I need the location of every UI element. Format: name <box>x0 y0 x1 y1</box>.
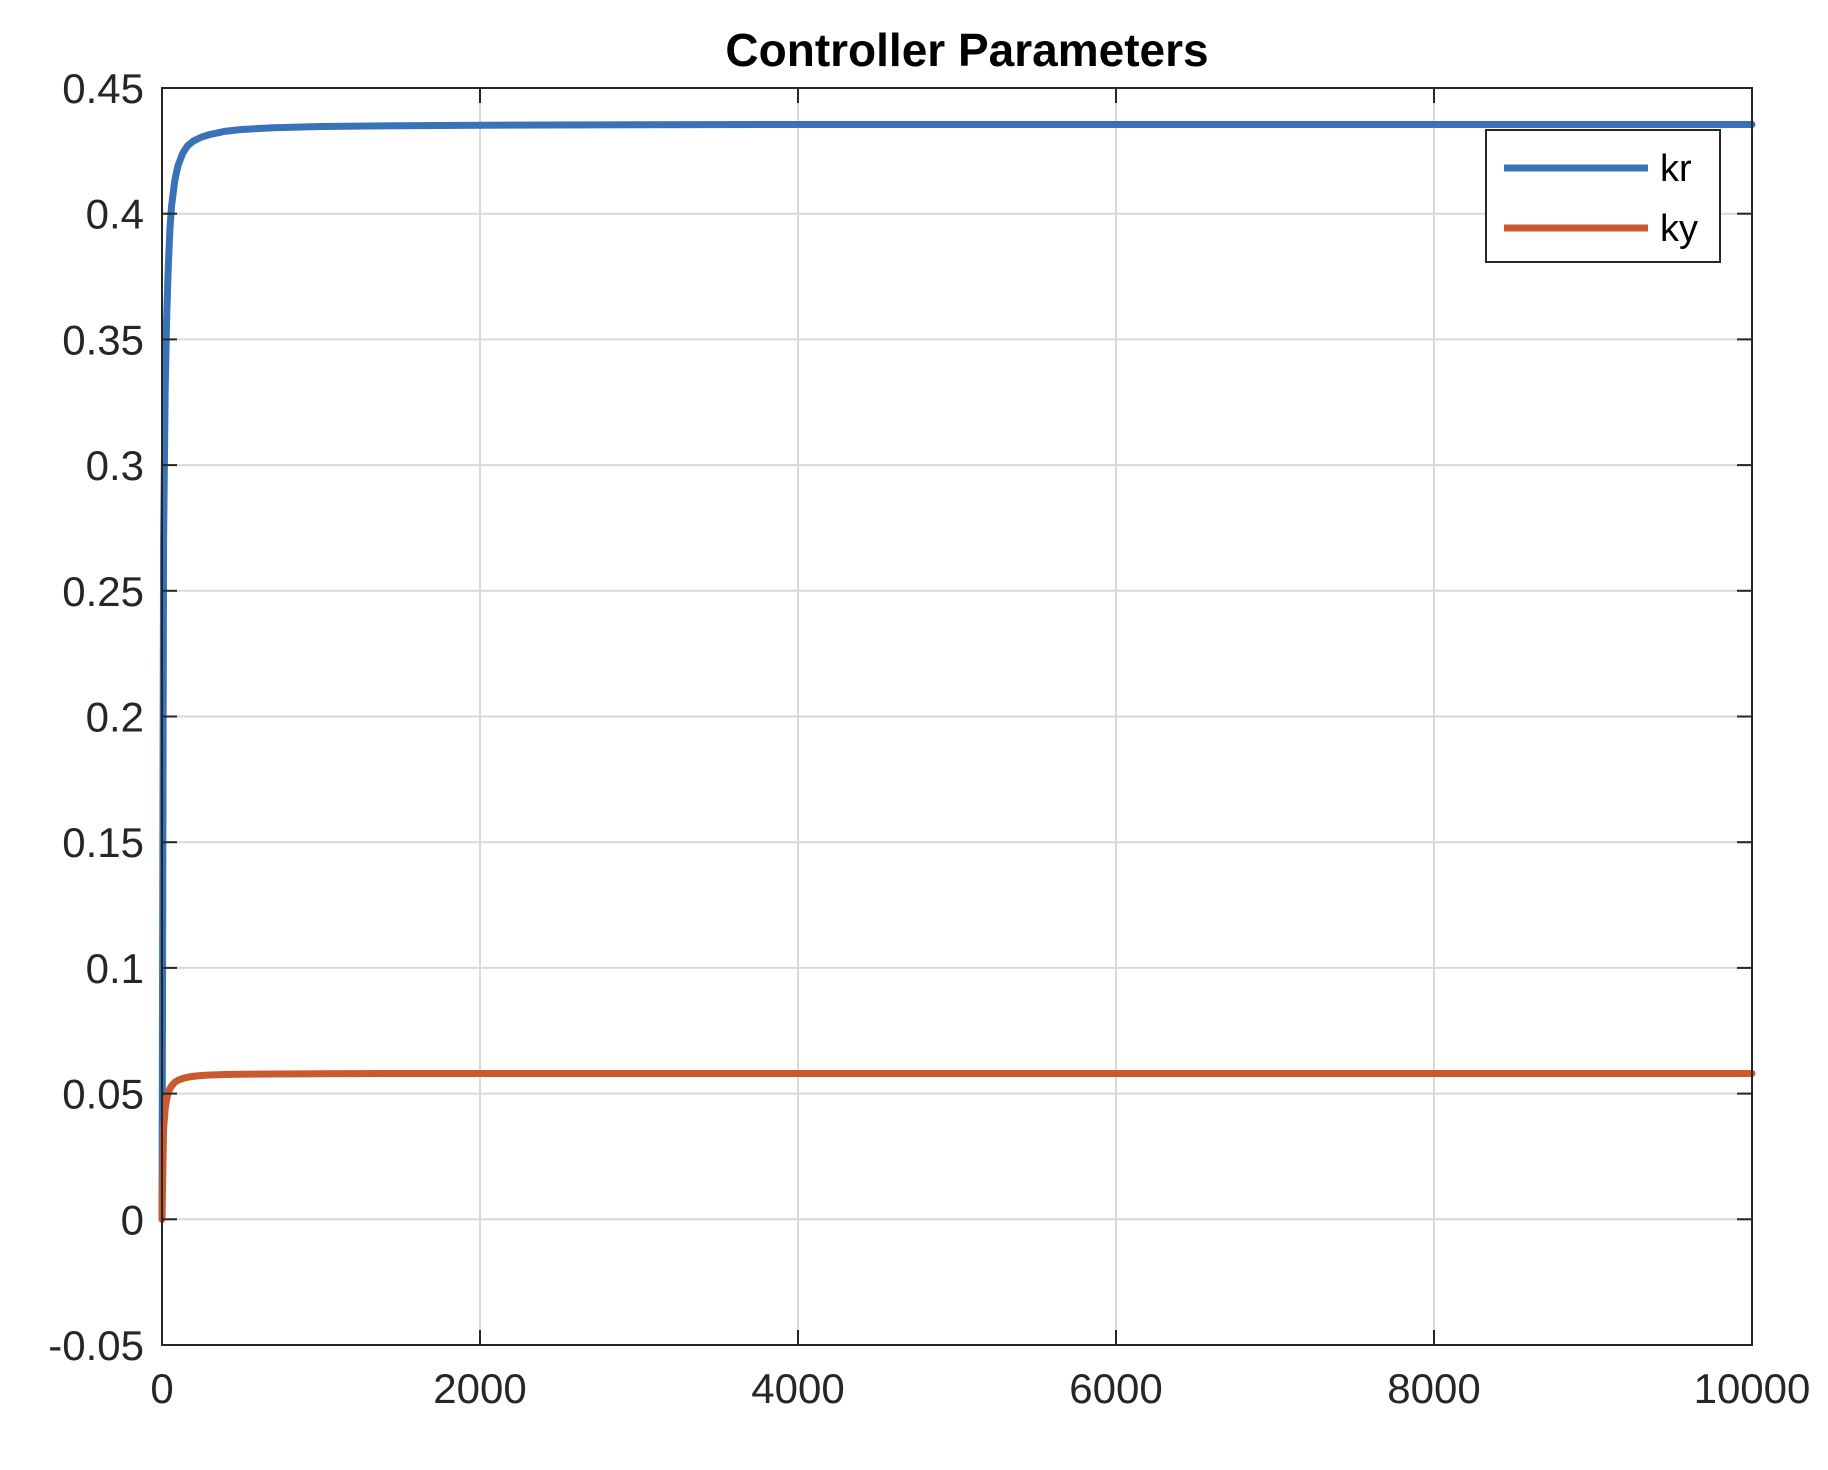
y-tick-label: 0.25 <box>62 568 144 615</box>
legend: kr ky <box>1485 129 1721 263</box>
x-tick-label: 8000 <box>1387 1365 1480 1412</box>
x-tick-label: 4000 <box>751 1365 844 1412</box>
tick-labels: 0 2000 4000 6000 8000 10000-0.0500.050.10.150… <box>48 65 1810 1412</box>
y-tick-label: 0.05 <box>62 1071 144 1118</box>
legend-label-kr: kr <box>1660 148 1692 190</box>
x-tick-label: 10000 <box>1694 1365 1811 1412</box>
series-line-ky <box>158 1069 1756 1223</box>
y-tick-label: 0.45 <box>62 65 144 112</box>
chart-title: Controller Parameters <box>725 24 1208 76</box>
legend-box <box>1485 129 1721 263</box>
x-tick-label: 6000 <box>1069 1365 1162 1412</box>
y-tick-label: 0 <box>121 1196 144 1243</box>
y-tick-label: 0.1 <box>86 945 144 992</box>
y-tick-label: 0.35 <box>62 316 144 363</box>
y-tick-label: 0.3 <box>86 442 144 489</box>
y-tick-label: -0.05 <box>48 1322 144 1369</box>
series-layer <box>158 120 1756 1223</box>
y-tick-label: 0.4 <box>86 191 144 238</box>
y-tick-label: 0.2 <box>86 694 144 741</box>
legend-label-ky: ky <box>1660 208 1698 250</box>
x-tick-label: 2000 <box>433 1365 526 1412</box>
x-tick-label: 0 <box>150 1365 173 1412</box>
series-line-kr <box>158 120 1756 1223</box>
y-tick-label: 0.15 <box>62 819 144 866</box>
ticks <box>161 87 1753 1346</box>
